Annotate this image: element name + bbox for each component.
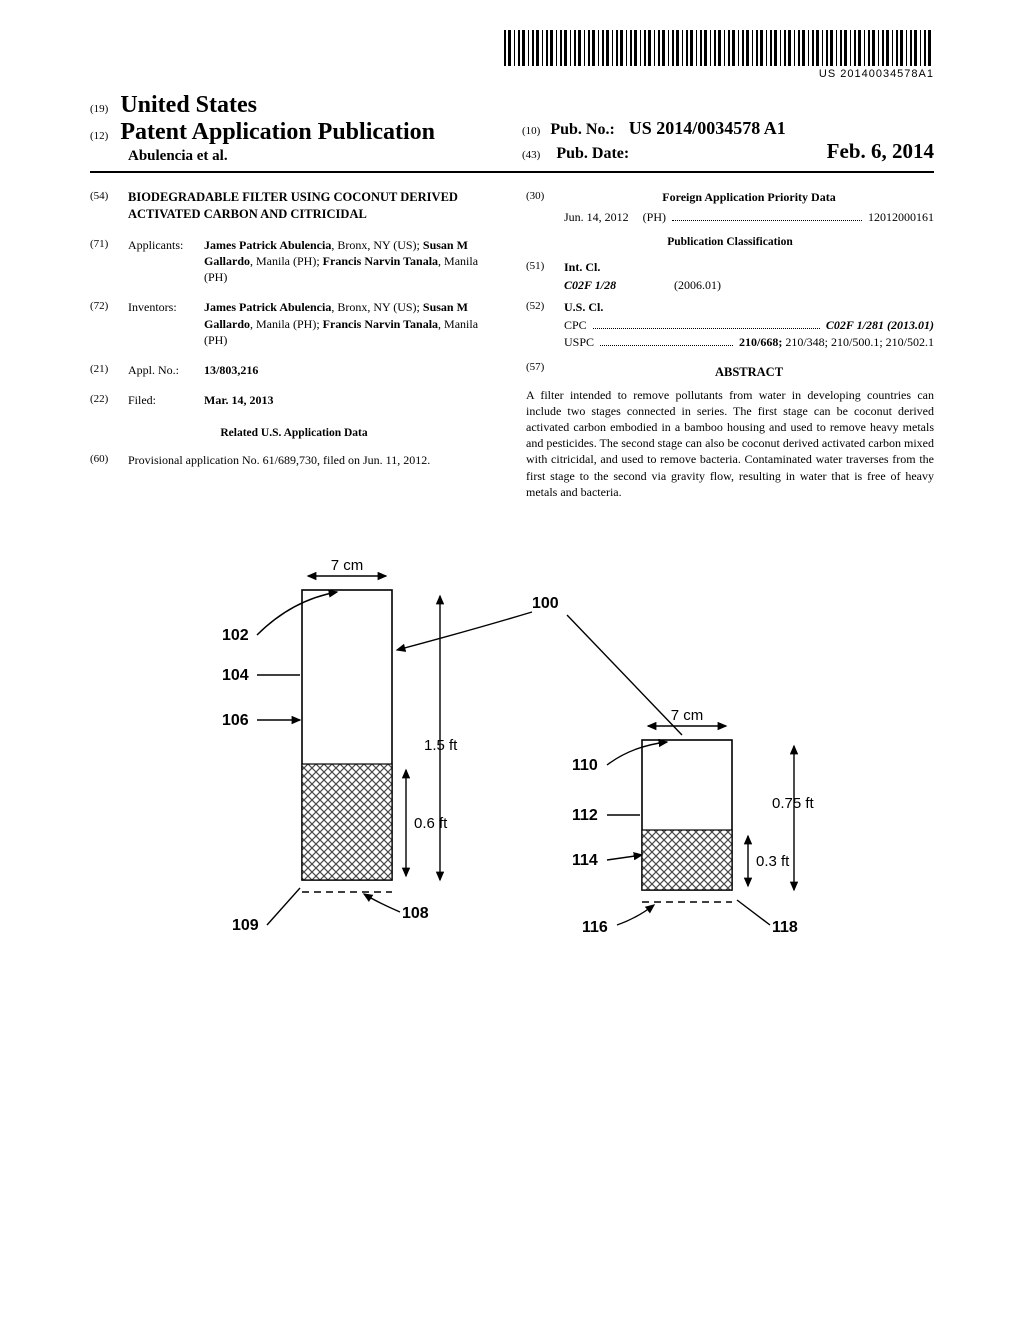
pubno-prefix: (10): [522, 125, 540, 137]
inventors-label: Inventors:: [128, 299, 194, 348]
intcl-num: (51): [526, 259, 554, 275]
left-column: (54) BIODEGRADABLE FILTER USING COCONUT …: [90, 189, 498, 500]
ref-104: 104: [222, 667, 249, 684]
pubno-label: Pub. No.:: [550, 121, 614, 138]
intcl-code: C02F 1/28: [564, 277, 674, 293]
foreign-date: Jun. 14, 2012: [564, 209, 629, 225]
left-cylinder-group: 7 cm 100 102 104 106 1.5 ft 0.6 ft 108 1…: [222, 557, 559, 934]
abstract-num: (57): [526, 360, 554, 385]
applicants-num: (71): [90, 237, 118, 286]
header-divider: [90, 171, 934, 173]
ref-106: 106: [222, 712, 249, 729]
filed-value: Mar. 14, 2013: [204, 392, 274, 408]
figure-area: 7 cm 100 102 104 106 1.5 ft 0.6 ft 108 1…: [90, 540, 934, 1000]
ref-109: 109: [232, 917, 259, 934]
right-h-fill: 0.3 ft: [756, 853, 790, 870]
pubno-value: US 2014/0034578 A1: [629, 118, 786, 138]
dotfill: [600, 336, 733, 346]
cpc-value: C02F 1/281 (2013.01): [826, 317, 934, 333]
applno-value: 13/803,216: [204, 362, 258, 378]
pubdate-prefix: (43): [522, 149, 540, 161]
pubdate-label: Pub. Date:: [556, 145, 629, 163]
ref-114: 114: [572, 852, 598, 869]
barcode: US 20140034578A1: [504, 30, 934, 80]
left-h-total: 1.5 ft: [424, 737, 458, 754]
pub-type: Patent Application Publication: [120, 119, 435, 145]
uscl-label: U.S. Cl.: [564, 299, 603, 315]
applno-num: (21): [90, 362, 118, 378]
uscl-num: (52): [526, 299, 554, 315]
applicants-label: Applicants:: [128, 237, 194, 286]
ref-100: 100: [532, 595, 559, 612]
filed-label: Filed:: [128, 392, 194, 408]
inventors-text: James Patrick Abulencia, Bronx, NY (US);…: [204, 299, 498, 348]
country-prefix: (19): [90, 103, 108, 115]
ref-102: 102: [222, 627, 249, 644]
dotfill: [672, 212, 862, 222]
right-column: (30) Foreign Application Priority Data J…: [526, 189, 934, 500]
abstract-label: ABSTRACT: [564, 364, 934, 381]
barcode-region: US 20140034578A1: [90, 30, 934, 82]
header-left: (19) United States (12) Patent Applicati…: [90, 92, 502, 165]
cpc-label: CPC: [564, 317, 587, 333]
right-top-dim: 7 cm: [671, 707, 704, 724]
filed-num: (22): [90, 392, 118, 408]
provisional-text: Provisional application No. 61/689,730, …: [128, 452, 430, 468]
ref-116: 116: [582, 919, 608, 936]
ref-112: 112: [572, 807, 598, 824]
uspc-value: 210/668; 210/348; 210/500.1; 210/502.1: [739, 334, 934, 350]
invention-title: BIODEGRADABLE FILTER USING COCONUT DERIV…: [128, 189, 498, 223]
title-num: (54): [90, 189, 118, 223]
intcl-year: (2006.01): [674, 277, 721, 293]
ref-110: 110: [572, 757, 598, 774]
pubclass-heading: Publication Classification: [526, 235, 934, 251]
applno-label: Appl. No.:: [128, 362, 194, 378]
applicants-text: James Patrick Abulencia, Bronx, NY (US);…: [204, 237, 498, 286]
header-right: (10) Pub. No.: US 2014/0034578 A1 (43) P…: [522, 92, 934, 165]
inventors-num: (72): [90, 299, 118, 348]
pubdate-value: Feb. 6, 2014: [827, 139, 934, 164]
foreign-country: (PH): [643, 209, 666, 225]
country: United States: [120, 92, 257, 118]
foreign-appno: 12012000161: [868, 209, 934, 225]
dotfill: [593, 320, 820, 330]
header: (19) United States (12) Patent Applicati…: [90, 92, 934, 165]
left-top-dim: 7 cm: [331, 557, 364, 574]
ref-108: 108: [402, 905, 429, 922]
barcode-text: US 20140034578A1: [504, 68, 934, 80]
barcode-lines: [504, 30, 934, 66]
patent-figure: 7 cm 100 102 104 106 1.5 ft 0.6 ft 108 1…: [172, 540, 852, 1000]
related-heading: Related U.S. Application Data: [90, 426, 498, 442]
abstract-text: A filter intended to remove pollutants f…: [526, 387, 934, 500]
intcl-label: Int. Cl.: [564, 259, 600, 275]
right-h-total: 0.75 ft: [772, 795, 815, 812]
uspc-label: USPC: [564, 334, 594, 350]
foreign-num: (30): [526, 189, 554, 205]
foreign-heading: Foreign Application Priority Data: [564, 189, 934, 205]
pub-prefix: (12): [90, 130, 108, 142]
body-columns: (54) BIODEGRADABLE FILTER USING COCONUT …: [90, 189, 934, 500]
provisional-num: (60): [90, 452, 118, 468]
right-cylinder-group: 7 cm 110 112 114 0.75 ft 0.3 ft 116 118: [572, 707, 815, 936]
ref-118: 118: [772, 919, 798, 936]
left-h-fill: 0.6 ft: [414, 815, 448, 832]
author-line: Abulencia et al.: [128, 148, 502, 165]
